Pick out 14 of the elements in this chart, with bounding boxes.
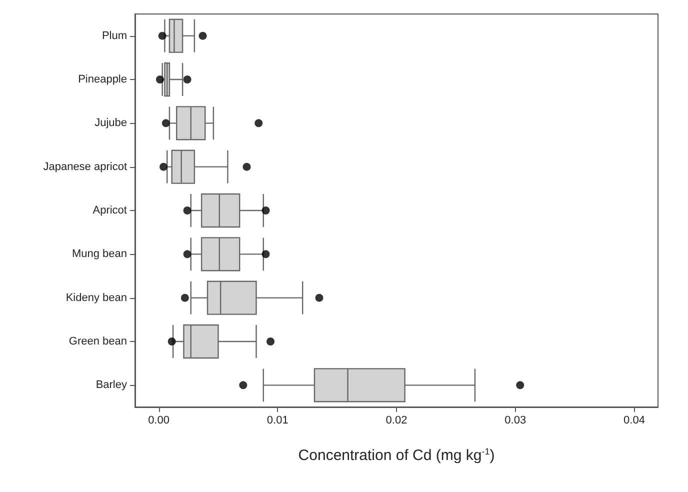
x-tick-label: 0.01 (266, 414, 288, 426)
y-tick-label: Mung bean (72, 248, 127, 260)
y-tick-label: Pineapple (78, 74, 127, 86)
x-tick-label: 0.04 (624, 414, 645, 426)
y-tick-label: Kideny bean (66, 292, 127, 304)
y-tick-label: Japanese apricot (43, 160, 127, 173)
y-tick-label: Green bean (68, 336, 127, 348)
y-tick-label: Plum (102, 30, 127, 42)
y-tick-label: Barley (96, 379, 128, 392)
x-tick-label: 0.02 (386, 414, 408, 426)
y-tick-label: Apricot (92, 204, 127, 216)
x-tick-label: 0.03 (504, 414, 526, 426)
x-tick-label: 0.00 (148, 414, 170, 426)
y-tick-label: Jujube (94, 117, 127, 130)
